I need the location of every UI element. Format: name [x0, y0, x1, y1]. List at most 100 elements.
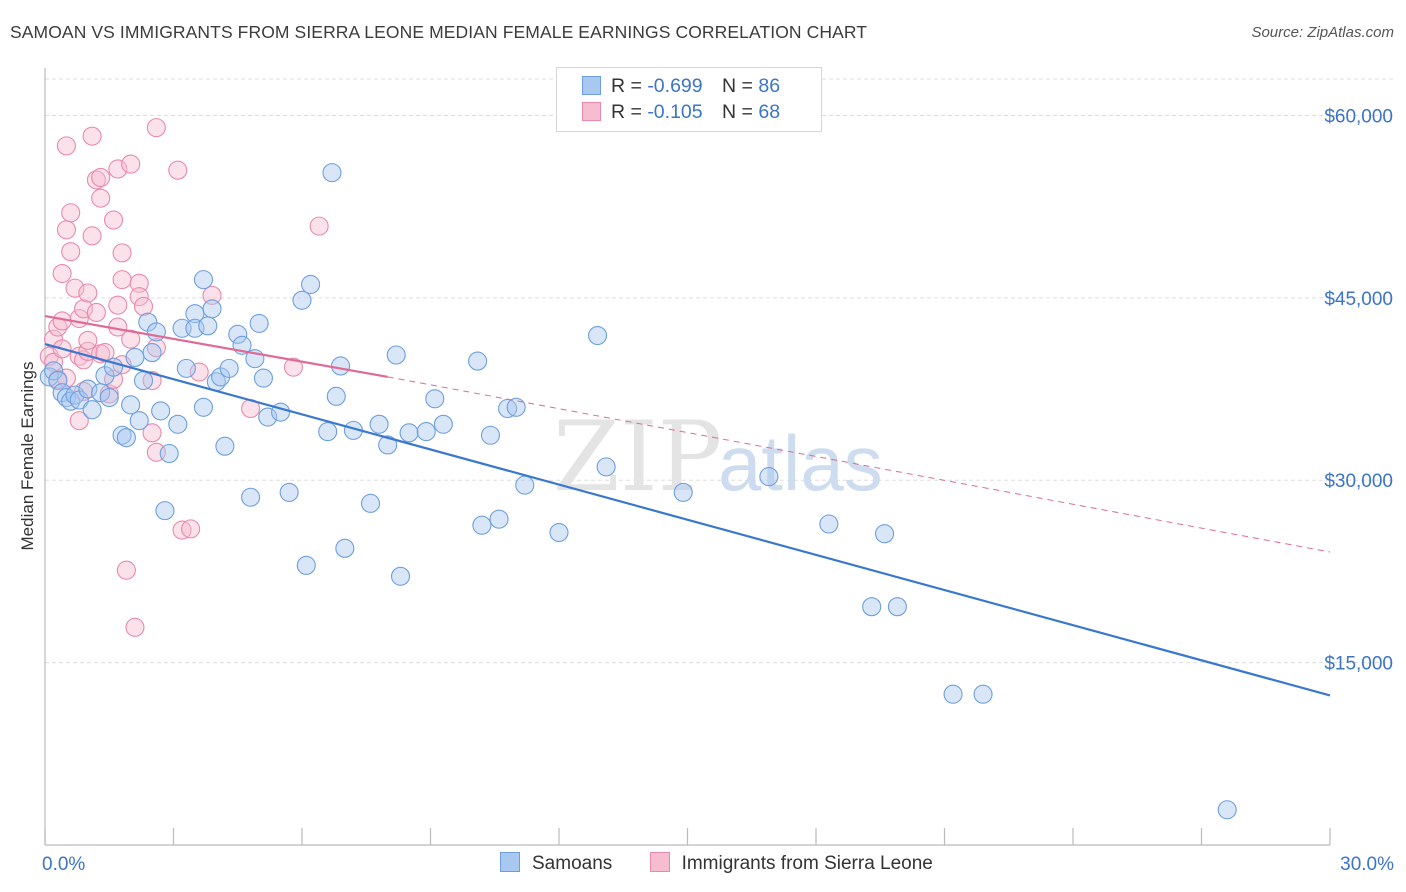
samoan-point: [943, 684, 963, 704]
samoan-point: [129, 411, 149, 431]
samoan-point: [360, 493, 381, 513]
sierra-leone-point: [61, 203, 81, 223]
samoans-r-value: -0.699: [647, 75, 703, 97]
samoan-trend-line: [44, 342, 1331, 697]
sierra-leone-point: [108, 159, 128, 179]
sierra-leone-point: [69, 411, 89, 431]
sierra-leone-point: [189, 362, 209, 382]
samoan-point: [330, 356, 351, 376]
samoan-point: [121, 395, 141, 415]
x-tick-label-max: 30.0%: [1340, 854, 1394, 875]
sierra-leone-point: [86, 302, 106, 322]
samoan-point: [489, 509, 509, 529]
sierra-leone-point: [74, 299, 94, 319]
sierra-leone-point: [133, 296, 154, 316]
samoan-point: [99, 388, 119, 408]
samoan-point: [887, 597, 907, 617]
grid-lines: [45, 78, 1395, 664]
samoan-point: [215, 436, 235, 456]
samoan-point: [596, 457, 616, 477]
samoans-n-value: 86: [758, 75, 781, 97]
sierra-trend-line: [44, 315, 388, 378]
samoan-point: [515, 475, 535, 495]
sierra-trend-extension: [387, 376, 1331, 553]
legend-n-label: N =: [722, 101, 753, 123]
sierra-leone-point: [61, 242, 81, 262]
samoan-point: [433, 414, 453, 434]
samoan-point: [335, 538, 355, 558]
trend-lines: [44, 315, 1331, 697]
sierra-leone-point: [202, 285, 222, 305]
sierra-leone-point: [56, 220, 76, 240]
samoan-point: [176, 358, 196, 378]
samoan-point: [416, 422, 436, 442]
chart-title: SAMOAN VS IMMIGRANTS FROM SIERRA LEONE M…: [10, 22, 868, 42]
sierra-leone-point: [112, 270, 132, 290]
correlation-legend: R = -0.699 N = 86 R = -0.105 N = 68: [556, 67, 822, 132]
samoan-point: [296, 555, 316, 575]
sierra-leone-point: [181, 519, 201, 539]
samoan-point: [425, 389, 445, 409]
sierra-leone-point: [129, 287, 149, 307]
samoan-point: [587, 325, 608, 346]
legend-row-sierra: R = -0.105 N = 68: [582, 101, 780, 127]
samoan-point: [279, 482, 299, 502]
samoan-point: [151, 401, 171, 421]
samoan-point: [326, 386, 346, 406]
samoan-point: [168, 414, 188, 434]
samoan-point: [318, 422, 338, 442]
samoan-point: [759, 467, 779, 487]
samoan-point: [249, 313, 269, 333]
samoan-point: [125, 347, 145, 367]
sierra-leone-point: [91, 167, 111, 188]
sierra-leone-point: [78, 283, 98, 303]
legend-item-sierra[interactable]: Immigrants from Sierra Leone: [649, 852, 933, 875]
sierra-legend-swatch: [649, 852, 670, 872]
samoan-point: [146, 322, 166, 342]
legend-item-samoans[interactable]: Samoans: [500, 852, 612, 875]
samoan-point: [193, 270, 214, 290]
samoan-point: [82, 400, 102, 420]
samoan-point: [253, 368, 274, 388]
sierra-swatch: [582, 102, 601, 121]
samoan-point: [480, 425, 501, 445]
sierra-leone-point: [125, 617, 145, 637]
samoan-point: [219, 358, 239, 378]
samoan-point: [142, 343, 162, 363]
sierra-leone-point: [129, 273, 149, 293]
samoan-point: [506, 397, 526, 417]
y-tick-label: $15,000: [1324, 654, 1393, 675]
samoan-points: [39, 163, 1237, 820]
watermark-zip: ZIP: [553, 401, 722, 513]
sierra-r-value: -0.105: [647, 101, 703, 123]
legend-n-label: N =: [722, 75, 753, 97]
samoan-point: [159, 443, 179, 464]
sierra-leone-point: [103, 210, 124, 230]
sierra-leone-point: [283, 357, 303, 377]
samoan-point: [292, 290, 312, 310]
samoan-point: [322, 163, 342, 183]
watermark: ZIP atlas: [553, 401, 883, 513]
samoan-point: [369, 414, 389, 434]
legend-r-label: R =: [611, 101, 642, 123]
samoans-legend-label: Samoans: [532, 853, 613, 874]
series-legend: Samoans Immigrants from Sierra Leone: [500, 852, 965, 875]
samoan-point: [116, 428, 136, 448]
sierra-n-value: 68: [758, 101, 781, 123]
sierra-leone-point: [309, 216, 329, 236]
sierra-leone-point: [52, 263, 72, 284]
sierra-leone-point: [168, 160, 188, 180]
samoan-point: [301, 274, 321, 295]
sierra-legend-label: Immigrants from Sierra Leone: [681, 853, 933, 874]
samoan-point: [468, 351, 488, 371]
y-axis-title: Median Female Earnings: [18, 362, 37, 551]
sierra-leone-point: [146, 118, 166, 138]
sierra-leone-point: [65, 278, 85, 298]
y-tick-label: $60,000: [1324, 106, 1393, 127]
samoan-point: [133, 370, 154, 391]
sierra-leone-point: [82, 226, 102, 246]
samoan-point: [874, 524, 895, 544]
sierra-leone-point: [142, 423, 162, 443]
samoan-point: [48, 370, 68, 391]
